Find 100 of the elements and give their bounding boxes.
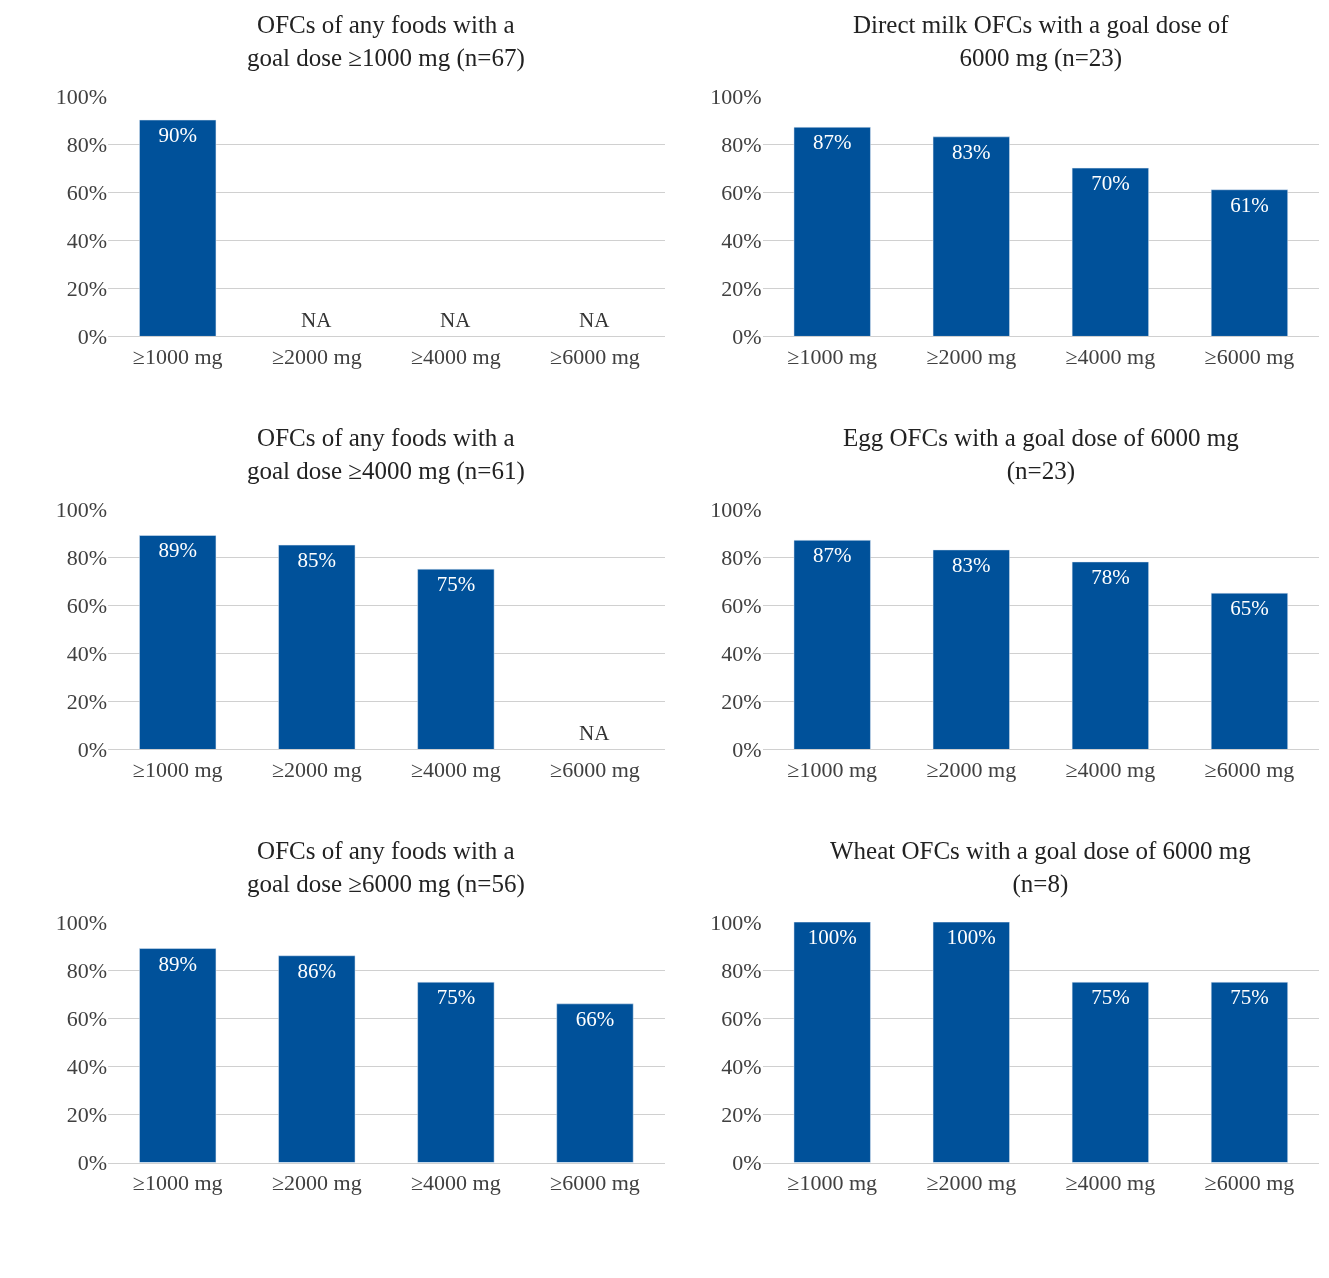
- data-label: 75%: [1230, 985, 1269, 1010]
- y-tick-label: 100%: [55, 909, 108, 935]
- data-label: 83%: [952, 139, 991, 164]
- y-tick-label: 0%: [77, 1150, 108, 1176]
- x-tick-label: ≥4000 mg: [411, 756, 501, 782]
- data-label: 86%: [297, 958, 337, 983]
- x-tick-label: ≥2000 mg: [271, 756, 362, 782]
- y-tick-label: 100%: [710, 909, 762, 935]
- x-tick-label: ≥4000 mg: [1065, 756, 1156, 782]
- x-tick-label: ≥1000 mg: [132, 1169, 223, 1195]
- data-label: 75%: [1091, 985, 1130, 1010]
- data-label: 100%: [807, 925, 857, 950]
- y-tick-label: 60%: [66, 1005, 108, 1031]
- y-tick-label: 60%: [721, 1005, 762, 1031]
- x-tick-label: ≥2000 mg: [271, 343, 362, 369]
- x-tick-label: ≥2000 mg: [926, 1169, 1017, 1195]
- bar: [278, 955, 356, 1163]
- text: NA: [440, 308, 471, 332]
- y-tick-label: 0%: [732, 1150, 762, 1176]
- y-tick-label: 40%: [66, 1054, 108, 1080]
- y-tick-label: 100%: [710, 83, 762, 109]
- y-tick-label: 20%: [721, 689, 762, 715]
- text: NA: [579, 721, 610, 745]
- x-tick-label: ≥2000 mg: [926, 756, 1017, 782]
- data-label: 83%: [952, 552, 991, 577]
- y-tick-label: 80%: [66, 957, 108, 983]
- y-tick-label: 0%: [77, 737, 108, 763]
- y-tick-label: 40%: [66, 227, 108, 253]
- data-label: 87%: [812, 130, 852, 155]
- x-tick-label: ≥4000 mg: [1065, 1169, 1156, 1195]
- y-tick-label: 80%: [721, 131, 762, 157]
- bar: [139, 535, 217, 750]
- data-label: 75%: [436, 985, 476, 1010]
- y-tick-label: 80%: [66, 544, 108, 570]
- bar: [1071, 167, 1149, 337]
- y-tick-label: 100%: [55, 83, 108, 109]
- bar: [278, 544, 356, 750]
- x-tick-label: ≥2000 mg: [926, 343, 1017, 369]
- chart-title: OFCs of any foods with a goal dose ≥6000 mg (n=56): [247, 837, 525, 898]
- x-tick-label: ≥2000 mg: [271, 1169, 362, 1195]
- y-tick-label: 0%: [732, 324, 762, 350]
- y-tick-label: 0%: [732, 737, 762, 763]
- data-label: 85%: [297, 548, 337, 573]
- bar: [1071, 561, 1149, 750]
- bar: [556, 1003, 634, 1163]
- y-tick-label: 40%: [66, 640, 108, 666]
- data-label: 65%: [1230, 596, 1269, 621]
- x-tick-label: ≥6000 mg: [550, 756, 640, 782]
- y-tick-label: 20%: [721, 1102, 762, 1128]
- data-label: 100%: [946, 925, 996, 950]
- x-tick-label: ≥4000 mg: [411, 1169, 501, 1195]
- bar: [417, 568, 495, 750]
- x-tick-label: ≥6000 mg: [1204, 1169, 1295, 1195]
- y-tick-label: 60%: [721, 179, 762, 205]
- bar: [793, 126, 871, 337]
- y-tick-label: 40%: [721, 1054, 762, 1080]
- y-tick-label: 40%: [721, 227, 762, 253]
- y-tick-label: 60%: [66, 592, 108, 618]
- data-label: 89%: [158, 538, 197, 563]
- text: NA: [579, 308, 610, 332]
- bar: [932, 549, 1010, 750]
- y-tick-label: 80%: [721, 957, 762, 983]
- y-tick-label: 20%: [721, 276, 762, 302]
- bar: [793, 540, 871, 750]
- y-tick-label: 60%: [721, 592, 762, 618]
- x-tick-label: ≥1000 mg: [787, 343, 878, 369]
- data-label: 75%: [436, 572, 476, 597]
- chart-title: OFCs of any foods with a goal dose ≥1000 mg (n=67): [247, 11, 525, 72]
- x-tick-label: ≥6000 mg: [550, 1169, 640, 1195]
- data-label: 61%: [1230, 192, 1269, 217]
- bar: [139, 948, 217, 1163]
- x-tick-label: ≥4000 mg: [1065, 343, 1156, 369]
- bar: [417, 981, 495, 1163]
- x-tick-label: ≥6000 mg: [1204, 756, 1295, 782]
- y-tick-label: 80%: [721, 544, 762, 570]
- chart-title: OFCs of any foods with a goal dose ≥4000 mg (n=61): [247, 424, 525, 485]
- data-label: 70%: [1091, 171, 1130, 196]
- y-tick-label: 20%: [66, 689, 108, 715]
- data-label: 66%: [575, 1006, 615, 1031]
- x-tick-label: ≥1000 mg: [787, 756, 878, 782]
- y-tick-label: 0%: [77, 324, 108, 350]
- y-tick-label: 80%: [66, 131, 108, 157]
- data-label: 87%: [812, 543, 852, 568]
- x-tick-label: ≥6000 mg: [550, 343, 640, 369]
- x-tick-label: ≥1000 mg: [132, 756, 223, 782]
- text: NA: [301, 308, 332, 332]
- chart-title: Egg OFCs with a goal dose of 6000 mg (n=23): [843, 424, 1240, 485]
- x-tick-label: ≥6000 mg: [1204, 343, 1295, 369]
- data-label: 78%: [1091, 564, 1130, 589]
- data-label: 89%: [158, 951, 197, 976]
- y-tick-label: 100%: [55, 496, 108, 522]
- x-tick-label: ≥1000 mg: [787, 1169, 878, 1195]
- y-tick-label: 20%: [66, 1102, 108, 1128]
- y-tick-label: 100%: [710, 496, 762, 522]
- y-tick-label: 40%: [721, 640, 762, 666]
- x-tick-label: ≥4000 mg: [411, 343, 501, 369]
- chart-title: Wheat OFCs with a goal dose of 6000 mg (n=8): [830, 837, 1252, 898]
- x-tick-label: ≥1000 mg: [132, 343, 223, 369]
- chart-title: Direct milk OFCs with a goal dose of 6000 mg (n=23): [853, 11, 1230, 72]
- y-tick-label: 20%: [66, 276, 108, 302]
